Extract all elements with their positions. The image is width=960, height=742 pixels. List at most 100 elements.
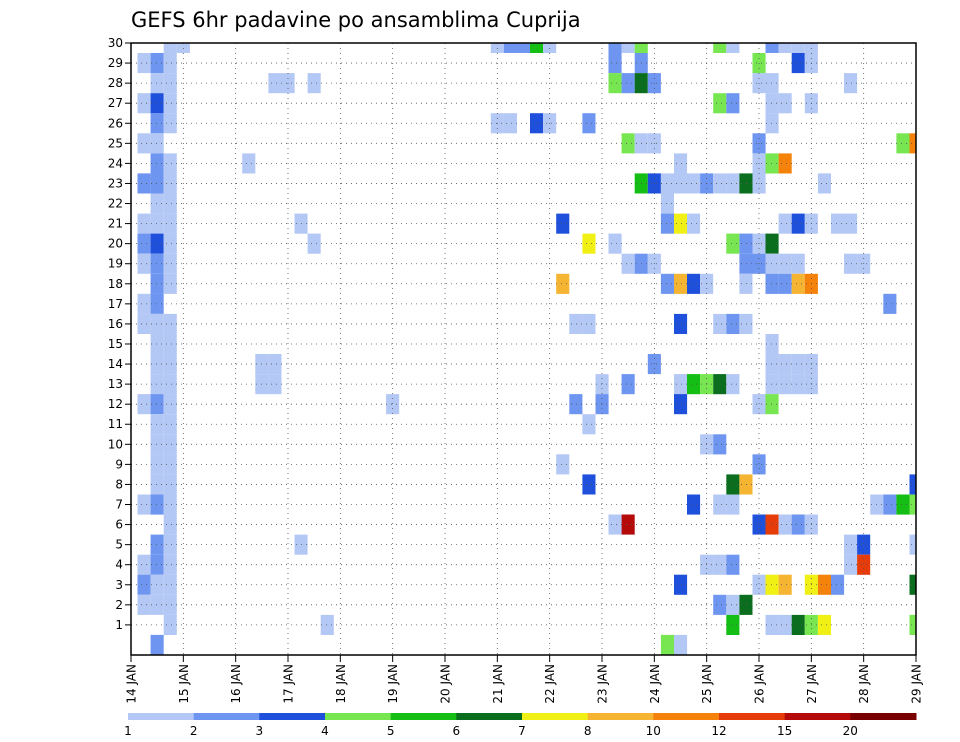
x-tick-label: 23 JAN <box>596 664 610 704</box>
heatmap-cell <box>726 374 740 395</box>
y-tick-label: 28 <box>108 76 123 90</box>
y-tick-label: 6 <box>115 518 123 532</box>
y-axis: 1234567891011121314151617181920212223242… <box>108 36 131 632</box>
heatmap-cell <box>608 233 622 254</box>
heatmap-cell <box>150 273 164 294</box>
heatmap-cell <box>320 614 334 635</box>
heatmap-cell <box>909 494 916 515</box>
y-tick-label: 19 <box>108 257 123 271</box>
heatmap-cell <box>765 354 779 375</box>
colorbar-label: 2 <box>190 724 198 738</box>
heatmap-cell <box>778 253 792 274</box>
colorbar-swatch <box>719 713 786 720</box>
x-tick-label: 19 JAN <box>386 664 400 704</box>
heatmap-cell <box>726 93 740 114</box>
heatmap-cell <box>150 474 164 495</box>
heatmap-cell <box>778 273 792 294</box>
heatmap-cell <box>163 193 177 214</box>
y-tick-label: 9 <box>115 457 123 471</box>
colorbar-label: 4 <box>321 724 329 738</box>
heatmap-cell <box>778 213 792 234</box>
y-tick-label: 13 <box>108 377 123 391</box>
heatmap-cell <box>137 394 151 415</box>
heatmap-cell <box>647 354 661 375</box>
heatmap-cell <box>569 313 583 334</box>
heatmap-cell <box>268 354 282 375</box>
heatmap-cell <box>778 514 792 535</box>
heatmap-cell <box>163 534 177 555</box>
heatmap-cell <box>137 313 151 334</box>
heatmap-cell <box>791 273 805 294</box>
colorbar-swatch <box>587 713 654 720</box>
heatmap-cell <box>150 434 164 455</box>
heatmap-cell <box>660 213 674 234</box>
heatmap-cell <box>150 414 164 435</box>
heatmap-cell <box>791 43 805 53</box>
heatmap-cell <box>163 374 177 395</box>
heatmap-cell <box>621 514 635 535</box>
heatmap-cell <box>137 233 151 254</box>
heatmap-cell <box>778 153 792 174</box>
heatmap-cell <box>765 93 779 114</box>
heatmap-cell <box>726 614 740 635</box>
heatmap-cell <box>137 53 151 74</box>
heatmap-cell <box>831 213 845 234</box>
heatmap-cell <box>163 494 177 515</box>
heatmap-cell <box>765 574 779 595</box>
y-tick-label: 4 <box>115 558 123 572</box>
heatmap-cell <box>268 374 282 395</box>
x-tick-label: 15 JAN <box>177 664 191 704</box>
heatmap-cell <box>739 594 753 615</box>
x-tick-label: 20 JAN <box>439 664 453 704</box>
heatmap-cell <box>163 354 177 375</box>
heatmap-cell <box>739 233 753 254</box>
heatmap-cell <box>163 73 177 94</box>
heatmap-cell <box>674 574 688 595</box>
heatmap-cell <box>163 454 177 475</box>
heatmap-cell <box>817 173 831 194</box>
heatmap-cell <box>163 554 177 575</box>
heatmap-cell <box>621 374 635 395</box>
heatmap-cell <box>150 133 164 154</box>
heatmap-cell <box>791 614 805 635</box>
colorbar-label: 7 <box>518 724 526 738</box>
heatmap-cell <box>674 173 688 194</box>
heatmap-cell <box>150 253 164 274</box>
heatmap-cell <box>778 614 792 635</box>
colorbar-swatch <box>850 713 917 720</box>
x-tick-label: 18 JAN <box>334 664 348 704</box>
x-tick-label: 28 JAN <box>857 664 871 704</box>
heatmap-cell <box>739 253 753 274</box>
heatmap-cell <box>163 474 177 495</box>
heatmap-cell <box>621 133 635 154</box>
heatmap-cell <box>765 113 779 134</box>
chart-title: GEFS 6hr padavine po ansamblima Cuprija <box>131 8 581 32</box>
heatmap-cell <box>150 313 164 334</box>
heatmap-cell <box>909 574 916 595</box>
x-axis: 14 JAN 15 JAN 16 JAN 17 JAN 18 JAN 19 JAN 20 J… <box>125 655 924 704</box>
heatmap-cell <box>608 73 622 94</box>
heatmap-cell <box>660 273 674 294</box>
heatmap-cell <box>163 153 177 174</box>
heatmap-cell <box>713 434 727 455</box>
heatmap-cell <box>713 93 727 114</box>
heatmap-cell <box>268 73 282 94</box>
x-tick-label: 29 JAN <box>910 664 924 704</box>
heatmap-cell <box>687 374 701 395</box>
heatmap-cell <box>765 514 779 535</box>
colorbar-label: 3 <box>255 724 263 738</box>
y-tick-label: 1 <box>115 618 123 632</box>
heatmap-cell <box>844 554 858 575</box>
heatmap-cell <box>765 334 779 355</box>
x-tick-label: 24 JAN <box>648 664 662 704</box>
heatmap-cell <box>660 634 674 655</box>
heatmap-cell <box>137 594 151 615</box>
heatmap-cell <box>621 43 635 53</box>
heatmap-cell <box>726 233 740 254</box>
y-tick-label: 30 <box>108 36 123 50</box>
heatmap-cell <box>150 193 164 214</box>
heatmap-cell <box>713 374 727 395</box>
heatmap-cell <box>765 73 779 94</box>
heatmap-cell <box>621 73 635 94</box>
heatmap-cell <box>739 313 753 334</box>
